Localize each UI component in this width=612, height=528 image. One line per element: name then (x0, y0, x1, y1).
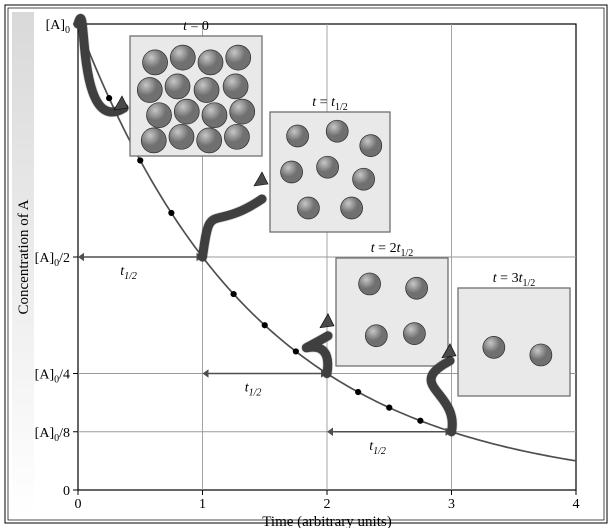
box-title: t = 0 (183, 19, 209, 34)
particle (326, 120, 348, 142)
y-tick-label: [A]0 (46, 18, 70, 36)
particle (202, 103, 227, 128)
x-tick-label: 3 (448, 497, 455, 512)
particle-box: t = 0 (130, 19, 262, 156)
particle (360, 135, 382, 157)
particle (530, 344, 552, 366)
particle (297, 197, 319, 219)
particle (198, 50, 223, 75)
y-tick-label: [A]0/2 (35, 251, 70, 269)
y-tick-label: [A]0/4 (35, 368, 70, 386)
data-point (168, 210, 174, 216)
data-point (293, 348, 299, 354)
data-point (231, 291, 237, 297)
particle (169, 124, 194, 149)
particle (365, 325, 387, 347)
y-axis-label: Concentration of A (16, 199, 32, 314)
data-point (106, 95, 112, 101)
x-tick-label: 2 (324, 497, 331, 512)
particle (341, 197, 363, 219)
data-point (262, 322, 268, 328)
particle (223, 74, 248, 99)
particle-box: t = 2t1/2 (336, 241, 448, 366)
particle (230, 99, 255, 124)
particle (359, 273, 381, 295)
particle (141, 128, 166, 153)
particle (165, 74, 190, 99)
x-tick-label: 4 (573, 497, 580, 512)
particle (194, 78, 219, 103)
particle (137, 78, 162, 103)
particle (147, 103, 172, 128)
data-point (355, 389, 361, 395)
data-point (417, 418, 423, 424)
particle-box: t = t1/2 (270, 95, 390, 232)
data-point (137, 157, 143, 163)
particle (226, 45, 251, 70)
particle (143, 50, 168, 75)
data-point (386, 405, 392, 411)
particle (224, 124, 249, 149)
particle (403, 323, 425, 345)
particle (170, 45, 195, 70)
particle (317, 156, 339, 178)
particle (197, 128, 222, 153)
particle (174, 99, 199, 124)
particle (281, 161, 303, 183)
particle (483, 336, 505, 358)
particle-box: t = 3t1/2 (458, 271, 570, 396)
y-tick-label: 0 (63, 484, 70, 499)
y-tick-label: [A]0/8 (35, 426, 70, 444)
x-tick-label: 1 (199, 497, 206, 512)
x-axis-label: Time (arbitrary units) (262, 514, 391, 528)
particle (406, 277, 428, 299)
particle (287, 125, 309, 147)
x-tick-label: 0 (75, 497, 82, 512)
particle (353, 168, 375, 190)
